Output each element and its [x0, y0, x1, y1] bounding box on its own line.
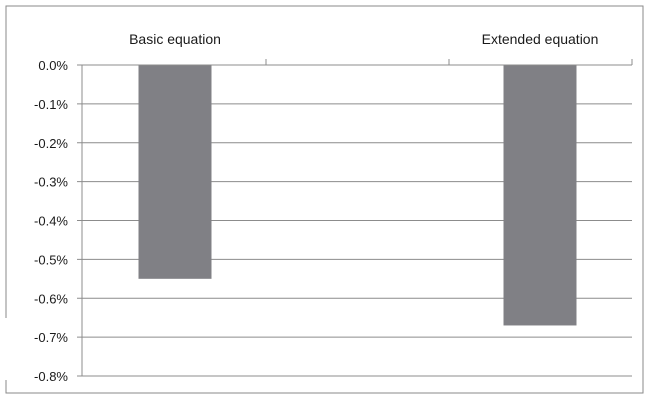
- category-labels: Basic equation Extended equation: [129, 31, 598, 47]
- category-label: Extended equation: [482, 31, 599, 47]
- bar-2: [503, 65, 577, 326]
- y-tick-label: -0.5%: [34, 252, 68, 267]
- y-tick-labels: 0.0% -0.1% -0.2% -0.3% -0.4% -0.5% -0.6% -0.7% -…: [34, 58, 68, 384]
- bars: [138, 65, 577, 326]
- y-tick-label: -0.7%: [34, 330, 68, 345]
- y-tick-label: 0.0%: [38, 58, 68, 73]
- y-tick-label: -0.3%: [34, 175, 68, 190]
- y-tick-label: -0.1%: [34, 97, 68, 112]
- x-axis: [82, 59, 633, 66]
- y-tick-label: -0.2%: [34, 136, 68, 151]
- bar-1: [138, 65, 212, 279]
- y-tick-label: -0.6%: [34, 291, 68, 306]
- category-label: Basic equation: [129, 31, 221, 47]
- chart-border: [5, 5, 644, 394]
- y-tick-label: -0.4%: [34, 214, 68, 229]
- y-axis: [77, 64, 83, 377]
- y-tick-label: -0.8%: [34, 369, 68, 384]
